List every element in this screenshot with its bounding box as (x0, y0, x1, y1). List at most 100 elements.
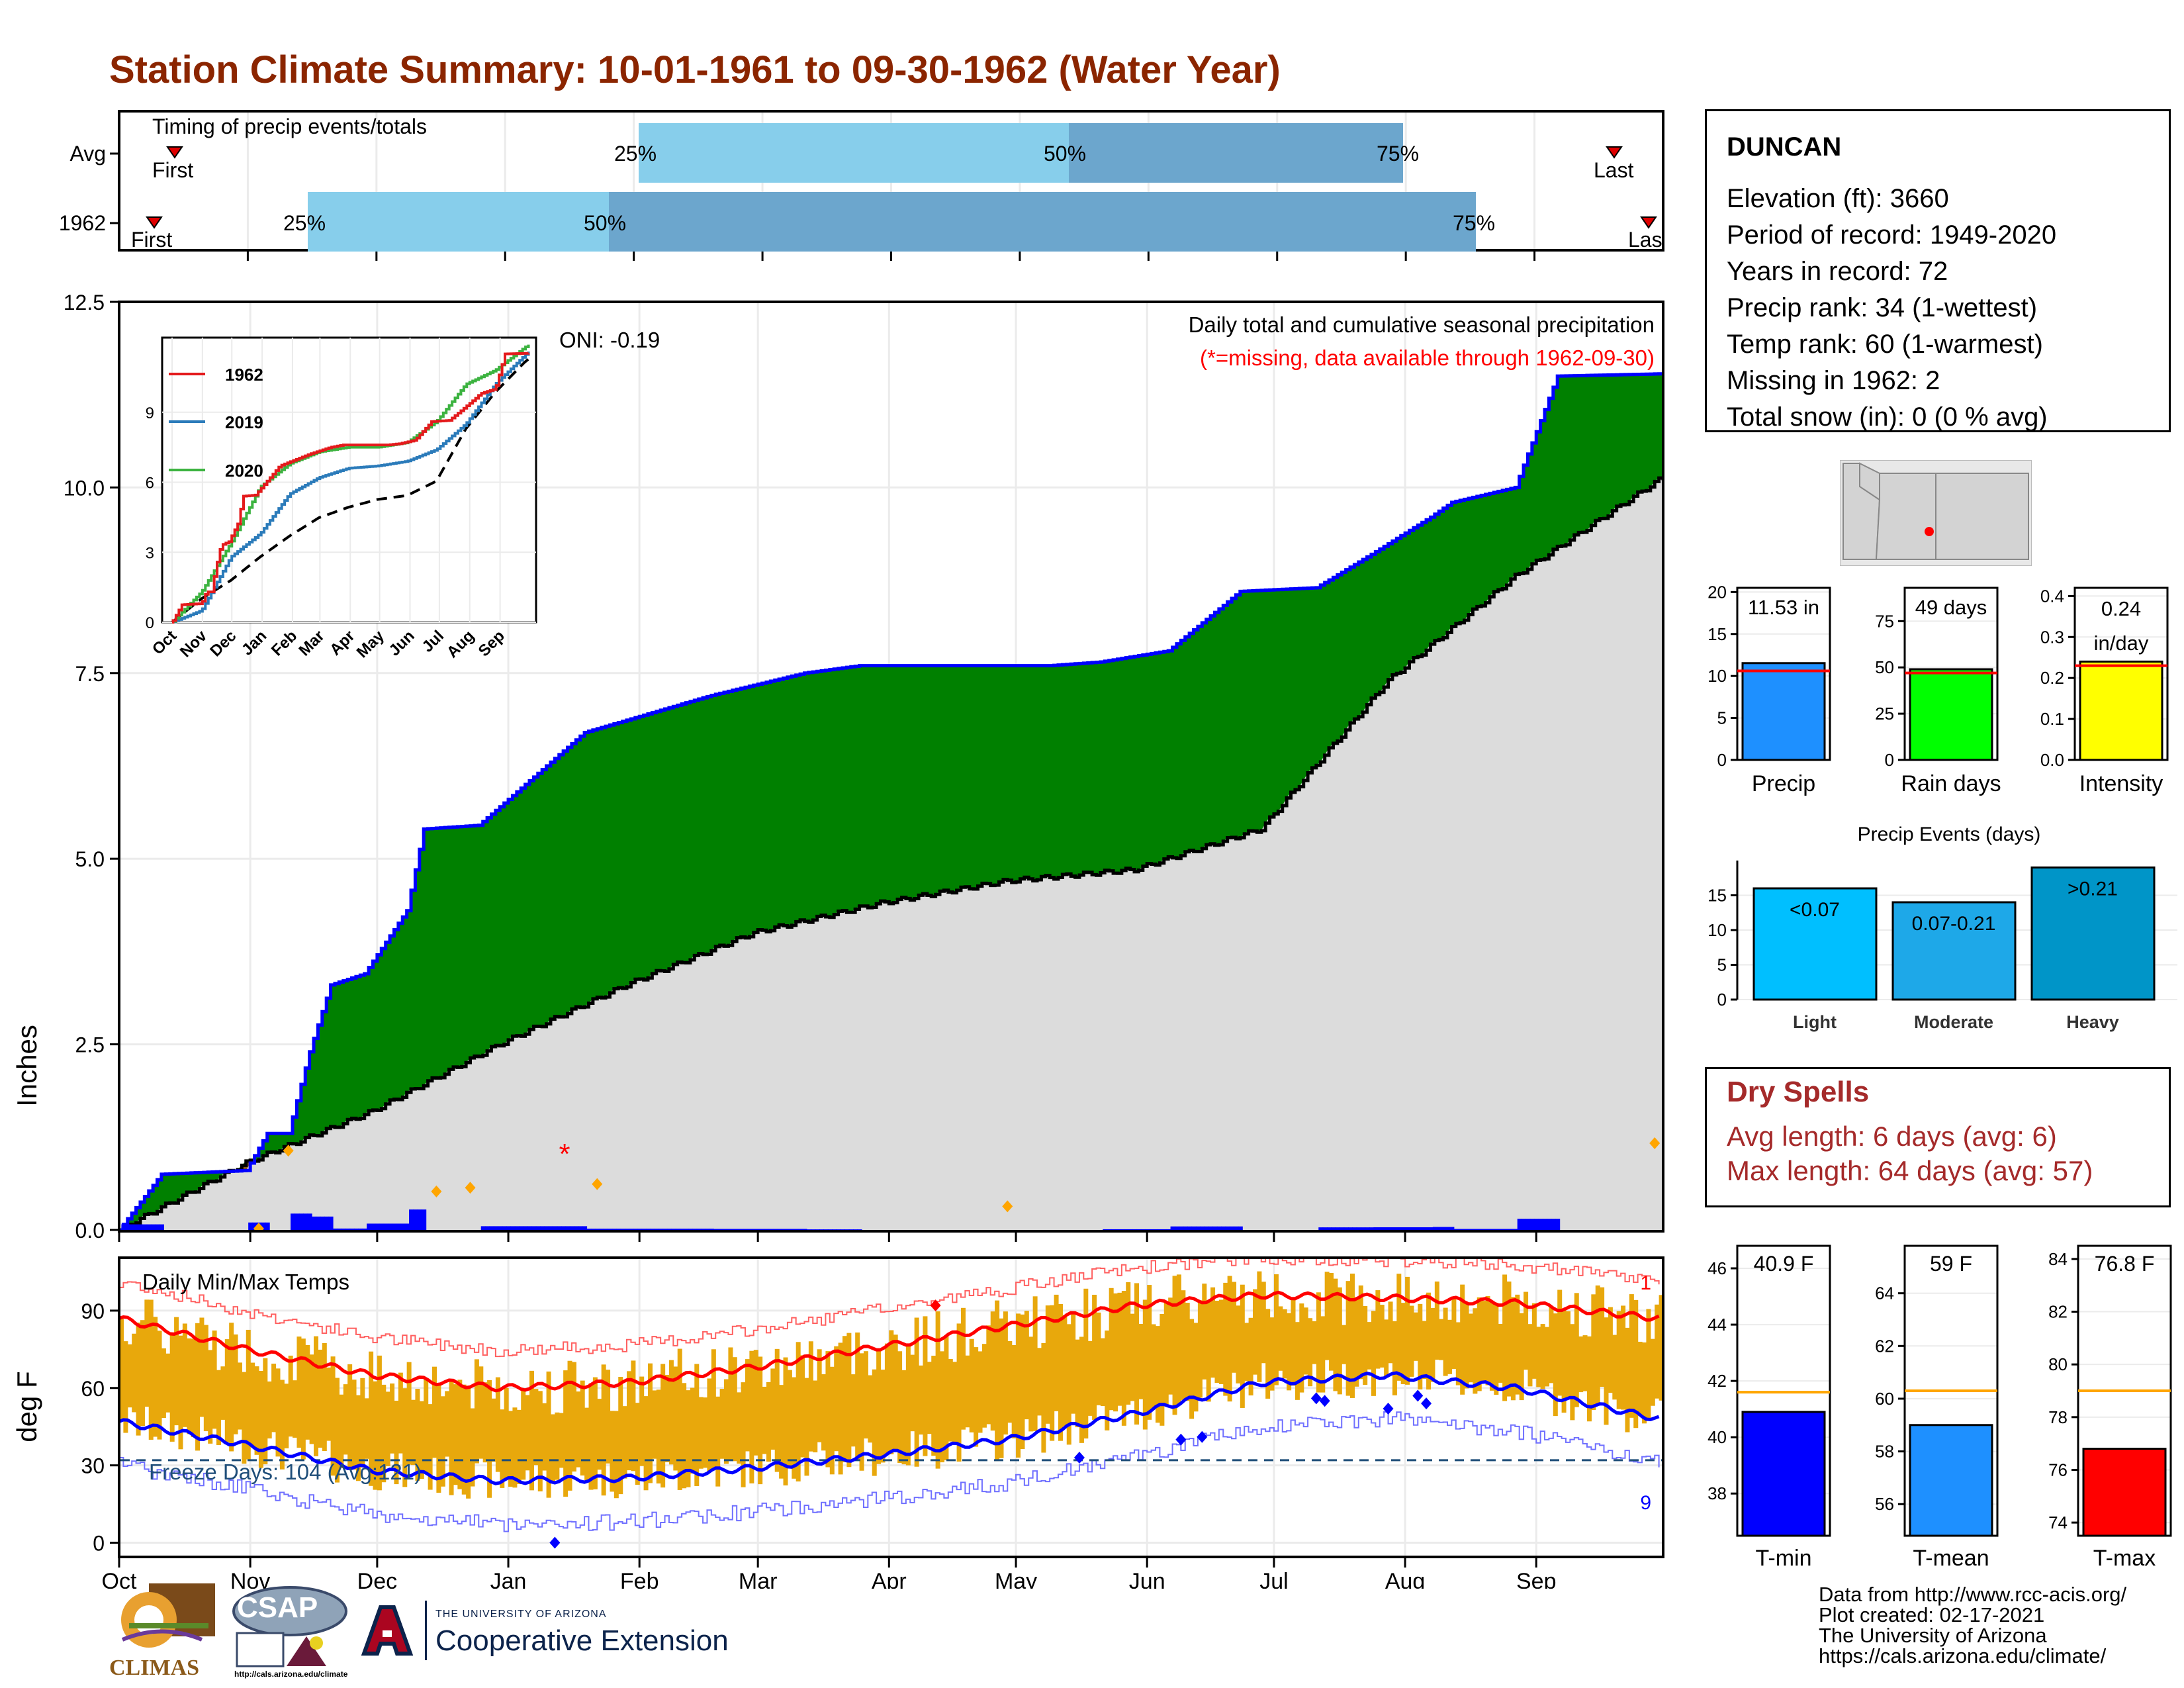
daily-precip-bar (298, 1213, 304, 1230)
daily-temp-bar (373, 1381, 378, 1490)
daily-temp-bar (529, 1370, 535, 1491)
climas-text: CLIMAS (109, 1656, 200, 1680)
daily-temp-bar (1384, 1319, 1389, 1378)
daily-precip-bar (785, 1229, 790, 1230)
daily-temp-bar (1400, 1303, 1406, 1385)
daily-temp-bar (1345, 1281, 1351, 1396)
daily-temp-bar (495, 1377, 500, 1472)
y1962-first-marker (146, 216, 163, 229)
daily-temp-bar (1375, 1290, 1381, 1369)
daily-temp-bar (1392, 1321, 1397, 1395)
daily-temp-bar (770, 1368, 776, 1450)
daily-temp-bar (512, 1407, 518, 1488)
daily-precip-bar (578, 1226, 583, 1230)
daily-precip-bar (1365, 1227, 1370, 1230)
daily-precip-bar (1191, 1226, 1197, 1230)
daily-temp-bar (677, 1348, 682, 1490)
daily-temp-bar (157, 1331, 162, 1440)
daily-precip-bar (760, 1229, 765, 1230)
daily-precip-bar (1504, 1229, 1510, 1230)
daily-precip-bar (629, 1229, 634, 1230)
record-diamond (253, 1223, 264, 1230)
daily-temp-bar (956, 1323, 962, 1462)
y1962-first-label: First (131, 228, 172, 252)
tmean-mini-tick-label: 64 (1875, 1284, 1894, 1303)
daily-precip-bar (1500, 1229, 1506, 1230)
daily-temp-bar (1510, 1297, 1516, 1401)
y1962-bar-q50-q75 (609, 192, 1476, 252)
daily-temp-bar (1071, 1311, 1076, 1414)
avg-cumulative-area (120, 478, 1662, 1230)
daily-precip-bar (747, 1229, 752, 1230)
daily-temp-bar (741, 1382, 746, 1487)
daily-precip-bar (650, 1229, 655, 1230)
daily-temp-bar (1066, 1324, 1071, 1445)
record-diamond (283, 1145, 294, 1157)
daily-temp-bar (1155, 1326, 1160, 1423)
daily-temp-bar (1646, 1309, 1651, 1421)
daily-precip-bar (146, 1224, 152, 1230)
daily-temp-bar (610, 1411, 615, 1492)
daily-precip-bar (1200, 1226, 1205, 1230)
daily-precip-bar (811, 1229, 816, 1230)
daily-precip-bar (1115, 1229, 1120, 1230)
precip-ytick-label: 5.0 (75, 847, 105, 871)
daily-precip-bar (1195, 1226, 1201, 1230)
daily-temp-bar (995, 1300, 1000, 1462)
timing-row-avg: Avg (69, 142, 106, 165)
temp-ylabel: deg F (11, 1371, 42, 1442)
daily-temp-bar (555, 1412, 560, 1480)
timing-label: Timing of precip events/totals (152, 115, 427, 138)
daily-precip-bar (1522, 1219, 1527, 1230)
daily-temp-bar (169, 1332, 175, 1442)
daily-temp-bar (461, 1384, 467, 1495)
daily-precip-bar (840, 1229, 845, 1230)
daily-temp-bar (981, 1344, 987, 1428)
daily-precip-bar (701, 1229, 706, 1230)
daily-temp-bar (1121, 1291, 1126, 1426)
daily-temp-bar (1163, 1301, 1169, 1406)
daily-temp-bar (1460, 1284, 1465, 1395)
daily-temp-bar (504, 1387, 509, 1479)
daily-temp-bar (1269, 1317, 1275, 1391)
daily-precip-bar (493, 1226, 498, 1230)
daily-temp-bar (1126, 1282, 1131, 1405)
footer-source: Data from http://www.rcc-acis.org/ (1819, 1583, 2127, 1606)
daily-temp-bar (944, 1335, 949, 1460)
daily-temp-bar (1147, 1285, 1152, 1420)
daily-precip-bar (604, 1229, 609, 1230)
daily-temp-bar (525, 1395, 530, 1471)
daily-temp-bar (1358, 1285, 1363, 1380)
daily-temp-bar (364, 1398, 369, 1459)
daily-temp-bar (1621, 1305, 1626, 1410)
dry-spells-title: Dry Spells (1727, 1076, 1870, 1108)
daily-precip-bar (349, 1228, 355, 1230)
daily-temp-bar (876, 1349, 882, 1464)
daily-temp-bar (478, 1366, 484, 1459)
daily-temp-bar (1595, 1285, 1600, 1405)
daily-temp-bar (187, 1338, 192, 1434)
daily-temp-bar (432, 1366, 437, 1458)
daily-temp-bar (1455, 1322, 1461, 1385)
daily-precip-bar (535, 1226, 541, 1230)
daily-temp-bar (1172, 1276, 1177, 1415)
daily-temp-bar (334, 1378, 340, 1483)
daily-temp-bar (339, 1394, 344, 1468)
daily-temp-bar (1350, 1273, 1355, 1398)
inset-ytick-label: 3 (146, 544, 154, 562)
rain-mini-tick-label: 75 (1875, 611, 1894, 631)
daily-precip-bar (1441, 1227, 1446, 1230)
daily-temp-bar (199, 1317, 205, 1417)
daily-precip-bar (502, 1226, 507, 1230)
daily-precip-bar (666, 1229, 672, 1230)
daily-temp-bar (546, 1371, 551, 1498)
daily-temp-bar (935, 1311, 940, 1469)
temp-record-diamond (1412, 1389, 1424, 1402)
daily-precip-bar (1343, 1227, 1349, 1230)
daily-precip-bar (684, 1229, 689, 1230)
daily-precip-bar (844, 1229, 850, 1230)
daily-precip-bar (1445, 1227, 1451, 1230)
daily-temp-bar (664, 1374, 670, 1462)
daily-precip-bar (1348, 1227, 1353, 1230)
daily-temp-bar (660, 1364, 666, 1488)
